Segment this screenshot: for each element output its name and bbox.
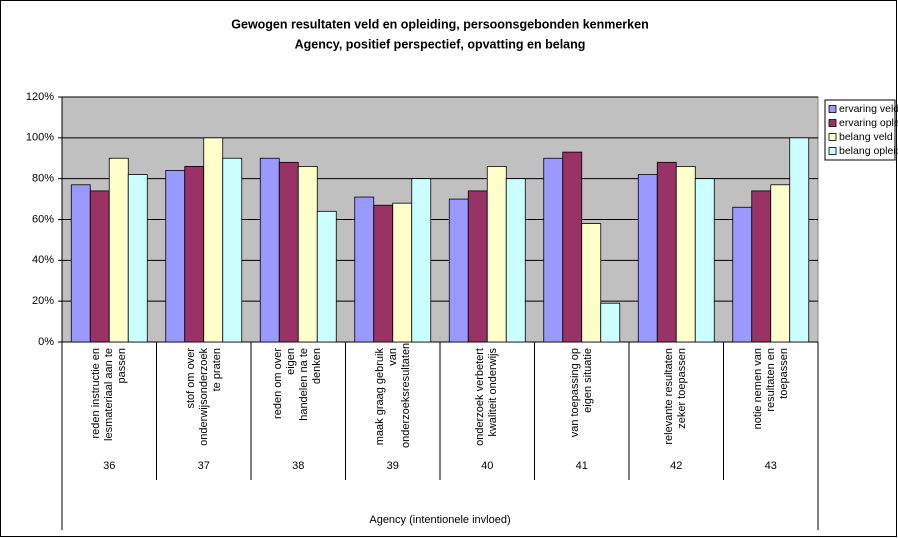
bar xyxy=(732,206,753,343)
y-tick-label: 80% xyxy=(32,173,54,185)
bar xyxy=(70,184,91,343)
x-tick-label: reden om over eigen handelen na te denke… xyxy=(272,348,324,421)
bar xyxy=(278,161,299,343)
bar xyxy=(694,178,715,343)
bar xyxy=(600,302,621,343)
bar xyxy=(486,166,507,343)
bar xyxy=(581,223,602,343)
y-tick-label: 120% xyxy=(26,91,54,103)
x-tick-label: stof om over onderwijsonderzoek te prate… xyxy=(184,348,223,446)
x-axis-label: Agency (intentionele invloed) xyxy=(369,514,510,526)
bar xyxy=(127,174,148,343)
bar xyxy=(751,190,772,343)
legend-label: belang veld xyxy=(839,131,893,143)
bar xyxy=(543,157,564,343)
legend-swatch xyxy=(828,147,837,155)
bar xyxy=(505,178,526,343)
group-label: 37 xyxy=(198,460,210,472)
group-label: 41 xyxy=(576,460,588,472)
legend-swatch xyxy=(828,119,837,127)
bar xyxy=(203,137,224,343)
x-tick-label: relevante resultaten zeker toepassen xyxy=(663,348,689,445)
group-label: 43 xyxy=(765,460,777,472)
x-tick-label: notie nemen van resultaten en toepassen xyxy=(751,348,790,430)
x-tick-label: onderzoek verbetert kwaliteit onderwijs xyxy=(474,348,500,446)
legend-swatch xyxy=(828,105,837,113)
x-tick-label: reden instructie en lesmateriaal aan te … xyxy=(89,348,128,441)
legend-label: belang opleiding xyxy=(839,145,898,157)
x-tick-label: maak graag gebruik van onderzoeksresulta… xyxy=(373,342,412,448)
group-label: 38 xyxy=(292,460,304,472)
chart-title: Gewogen resultaten veld en opleiding, pe… xyxy=(231,17,648,31)
legend-swatch xyxy=(828,133,837,141)
bar xyxy=(411,178,432,343)
bar xyxy=(165,170,186,343)
bar xyxy=(354,196,375,343)
bar xyxy=(108,157,129,343)
group-label: 42 xyxy=(670,460,682,472)
bar xyxy=(637,174,658,343)
chart-subtitle: Agency, positief perspectief, opvatting … xyxy=(295,37,586,51)
bar xyxy=(373,204,394,343)
group-label: 39 xyxy=(387,460,399,472)
x-tick-label: van toepassing op eigen situatie xyxy=(568,348,594,438)
legend-box xyxy=(824,99,896,161)
bar xyxy=(89,190,110,343)
y-tick-label: 0% xyxy=(38,336,54,348)
bar xyxy=(770,184,791,343)
y-tick-label: 100% xyxy=(26,132,54,144)
bar xyxy=(562,151,583,343)
bar xyxy=(675,166,696,343)
bar xyxy=(297,166,318,343)
bar xyxy=(222,157,243,343)
bar xyxy=(789,137,810,343)
bar xyxy=(467,190,488,343)
y-tick-label: 20% xyxy=(32,295,54,307)
group-label: 40 xyxy=(481,460,493,472)
bar xyxy=(656,161,677,343)
legend-label: ervaring veld xyxy=(839,103,898,115)
bar xyxy=(184,166,205,343)
y-tick-label: 60% xyxy=(32,213,54,225)
bar xyxy=(392,202,413,343)
group-label: 36 xyxy=(103,460,115,472)
y-tick-label: 40% xyxy=(32,254,54,266)
bar xyxy=(316,210,337,343)
bar xyxy=(448,198,469,343)
bar xyxy=(259,157,280,343)
legend-label: ervaring opleiding xyxy=(839,117,898,129)
